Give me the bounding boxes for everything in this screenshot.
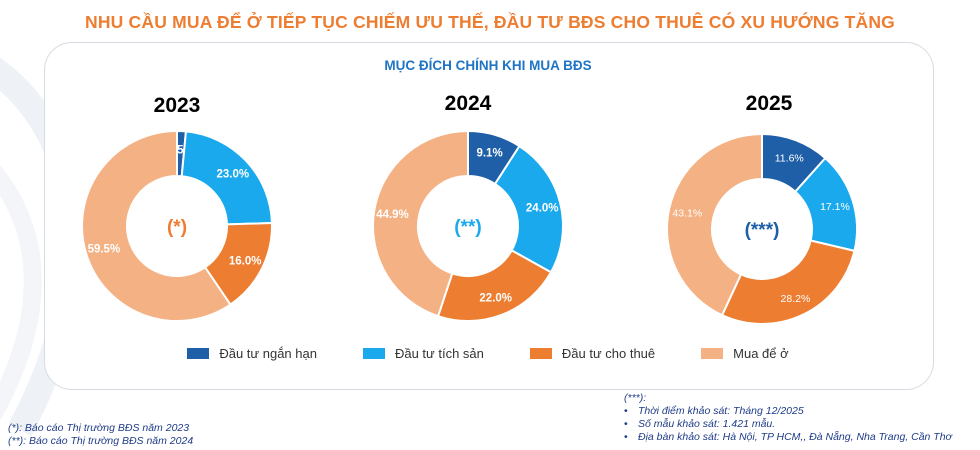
donut-slice-2023-live-in: [81, 129, 232, 322]
donut-slice-2024-accumulation: [493, 144, 564, 274]
donut-slice-2024-live-in: [372, 129, 469, 318]
legend-swatch: [187, 348, 210, 359]
donut-slice-2024-rental: [436, 249, 553, 322]
year-label-2025: 2025: [745, 92, 793, 115]
data-label-2024-accumulation: 24.0%: [526, 202, 559, 214]
year-label-2023: 2023: [153, 94, 201, 117]
footnote-2023: (*): Báo cáo Thị trường BĐS năm 2023: [8, 422, 190, 434]
footnote-2025-head: (***):: [624, 392, 647, 404]
legend-swatch: [529, 348, 552, 359]
data-label-2025-rental: 28.2%: [781, 293, 811, 305]
legend-item-rental: Đầu tư cho thuê: [529, 346, 656, 361]
data-label-2023-live-in: 59.5%: [88, 243, 121, 255]
donut-center-label-2023: (*): [167, 217, 187, 238]
year-label-2024: 2024: [444, 92, 492, 115]
data-label-2024-live-in: 44.9%: [376, 209, 409, 221]
legend-swatch: [701, 348, 724, 359]
data-label-2023-accumulation: 23.0%: [216, 169, 249, 181]
data-label-2024-short-term: 9.1%: [476, 148, 502, 160]
footnote-right: (***): Thời điểm khảo sát: Tháng 12/2025…: [624, 392, 980, 444]
footnote-2024: (**): Báo cáo Thị trường BĐS năm 2024: [8, 435, 194, 447]
legend-label: Đầu tư tích sản: [394, 346, 484, 361]
donut-center-label-2025: (***): [745, 220, 780, 241]
legend-item-short-term: Đầu tư ngắn hạn: [187, 346, 317, 361]
data-label-2024-rental: 22.0%: [479, 292, 512, 304]
legend-item-live-in: Mua để ở: [701, 346, 789, 361]
donut-charts: 1.5%23.0%16.0%59.5%(*)9.1%24.0%22.0%44.9…: [81, 129, 858, 325]
legend-item-accumulation: Đầu tư tích sản: [362, 346, 484, 361]
chart-card: [44, 42, 934, 390]
legend-swatch: [362, 348, 385, 359]
chart-legend: Đầu tư ngắn hạn Đầu tư tích sản Đầu tư c…: [44, 346, 932, 361]
footnote-survey-area: Địa bàn khảo sát: Hà Nội, TP HCM,, Đà Nẵ…: [624, 431, 980, 444]
data-label-2023-rental: 16.0%: [229, 256, 262, 268]
donut-slice-2025-rental: [720, 239, 856, 325]
chart-title: MỤC ĐÍCH CHÍNH KHI MUA BĐS: [384, 58, 592, 73]
data-label-2025-accumulation: 17.1%: [820, 201, 850, 213]
donut-slice-2025-live-in: [666, 132, 763, 317]
footnote-survey-time: Thời điểm khảo sát: Tháng 12/2025: [624, 405, 980, 418]
data-label-2025-short-term: 11.6%: [775, 153, 804, 165]
legend-label: Đầu tư cho thuê: [561, 346, 656, 361]
footnote-left: (*): Báo cáo Thị trường BĐS năm 2023 (**…: [8, 422, 193, 448]
donut-center-label-2024: (**): [454, 217, 481, 238]
legend-label: Đầu tư ngắn hạn: [219, 346, 317, 361]
legend-label: Mua để ở: [733, 346, 789, 361]
page-title: NHU CẦU MUA ĐỂ Ở TIẾP TỤC CHIẾM ƯU THẾ, …: [84, 12, 895, 32]
footnote-sample-size: Số mẫu khảo sát: 1.421 mẫu.: [624, 418, 980, 431]
data-label-2025-live-in: 43.1%: [672, 208, 702, 220]
